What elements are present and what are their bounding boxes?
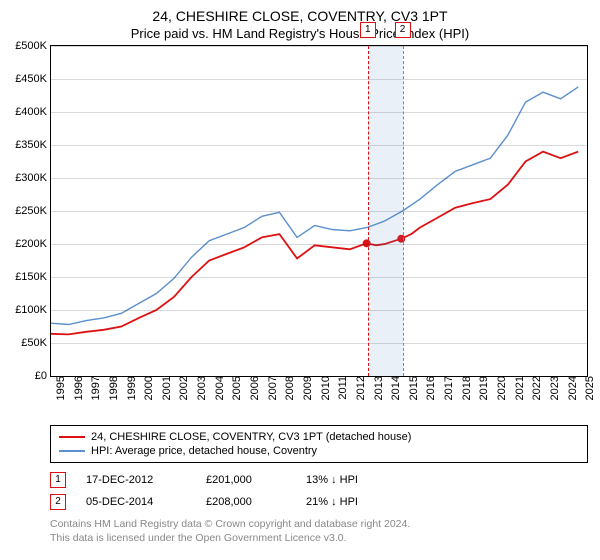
x-tick-label: 1995 [51, 376, 67, 400]
chart-subtitle: Price paid vs. HM Land Registry's House … [0, 24, 600, 45]
footer-line1: Contains HM Land Registry data © Crown c… [50, 517, 588, 531]
plot-area: £0£50K£100K£150K£200K£250K£300K£350K£400… [50, 45, 588, 377]
x-tick-label: 2013 [369, 376, 385, 400]
legend-row: HPI: Average price, detached house, Cove… [59, 444, 579, 458]
series-hpi [51, 87, 578, 325]
x-tick-label: 2003 [192, 376, 208, 400]
sale-row-number: 1 [50, 472, 66, 488]
x-tick-label: 2022 [527, 376, 543, 400]
x-tick-label: 2024 [563, 376, 579, 400]
gridline-h [51, 46, 587, 47]
x-tick-label: 2005 [227, 376, 243, 400]
y-tick-label: £0 [35, 370, 51, 382]
sale-date: 05-DEC-2014 [86, 496, 186, 508]
x-tick-label: 2009 [298, 376, 314, 400]
gridline-h [51, 211, 587, 212]
sale-price: £208,000 [206, 496, 286, 508]
x-tick-label: 2020 [492, 376, 508, 400]
y-tick-label: £200K [15, 238, 51, 250]
y-tick-label: £150K [15, 271, 51, 283]
sale-price: £201,000 [206, 474, 286, 486]
shaded-band [368, 46, 403, 376]
legend-swatch [59, 436, 85, 438]
sale-row: 1 17-DEC-2012 £201,000 13% ↓ HPI [50, 469, 588, 491]
gridline-h [51, 244, 587, 245]
x-tick-label: 2012 [351, 376, 367, 400]
y-tick-label: £300K [15, 172, 51, 184]
x-tick-label: 2025 [580, 376, 596, 400]
x-tick-label: 2002 [174, 376, 190, 400]
x-tick-label: 2018 [457, 376, 473, 400]
x-tick-label: 2021 [510, 376, 526, 400]
x-tick-label: 2010 [316, 376, 332, 400]
sale-marker-number: 2 [395, 22, 411, 38]
sale-delta: 13% ↓ HPI [306, 474, 358, 486]
gridline-h [51, 145, 587, 146]
chart-container: 24, CHESHIRE CLOSE, COVENTRY, CV3 1PT Pr… [0, 0, 600, 560]
x-tick-label: 2016 [421, 376, 437, 400]
x-tick-label: 2015 [404, 376, 420, 400]
y-tick-label: £400K [15, 106, 51, 118]
footer-line2: This data is licensed under the Open Gov… [50, 531, 588, 545]
x-tick-label: 2014 [386, 376, 402, 400]
x-tick-label: 2007 [263, 376, 279, 400]
y-tick-label: £100K [15, 304, 51, 316]
x-tick-label: 2001 [157, 376, 173, 400]
legend: 24, CHESHIRE CLOSE, COVENTRY, CV3 1PT (d… [50, 425, 588, 463]
sale-marker-line [403, 46, 404, 376]
x-tick-label: 1998 [104, 376, 120, 400]
gridline-h [51, 178, 587, 179]
sale-marker-line [368, 46, 369, 376]
sale-delta: 21% ↓ HPI [306, 496, 358, 508]
y-tick-label: £50K [21, 337, 51, 349]
sale-row-number: 2 [50, 494, 66, 510]
y-tick-label: £350K [15, 139, 51, 151]
gridline-h [51, 112, 587, 113]
gridline-h [51, 277, 587, 278]
chart-title: 24, CHESHIRE CLOSE, COVENTRY, CV3 1PT [0, 0, 600, 24]
y-tick-label: £250K [15, 205, 51, 217]
x-tick-label: 2023 [545, 376, 561, 400]
series-property [51, 152, 578, 335]
x-tick-label: 2000 [139, 376, 155, 400]
x-tick-label: 2017 [439, 376, 455, 400]
gridline-h [51, 310, 587, 311]
y-tick-label: £500K [15, 40, 51, 52]
x-tick-label: 2011 [333, 376, 349, 400]
sales-table: 1 17-DEC-2012 £201,000 13% ↓ HPI 2 05-DEC-201… [50, 469, 588, 513]
x-tick-label: 2004 [210, 376, 226, 400]
gridline-h [51, 343, 587, 344]
x-tick-label: 2019 [474, 376, 490, 400]
x-tick-label: 2006 [245, 376, 261, 400]
sale-row: 2 05-DEC-2014 £208,000 21% ↓ HPI [50, 491, 588, 513]
y-tick-label: £450K [15, 73, 51, 85]
legend-row: 24, CHESHIRE CLOSE, COVENTRY, CV3 1PT (d… [59, 430, 579, 444]
legend-label: HPI: Average price, detached house, Cove… [91, 445, 317, 457]
footer-attribution: Contains HM Land Registry data © Crown c… [50, 517, 588, 545]
sale-date: 17-DEC-2012 [86, 474, 186, 486]
legend-swatch [59, 450, 85, 452]
gridline-h [51, 79, 587, 80]
legend-label: 24, CHESHIRE CLOSE, COVENTRY, CV3 1PT (d… [91, 431, 411, 443]
x-tick-label: 1997 [86, 376, 102, 400]
x-tick-label: 1996 [69, 376, 85, 400]
x-tick-label: 1999 [122, 376, 138, 400]
x-tick-label: 2008 [280, 376, 296, 400]
sale-marker-number: 1 [360, 22, 376, 38]
